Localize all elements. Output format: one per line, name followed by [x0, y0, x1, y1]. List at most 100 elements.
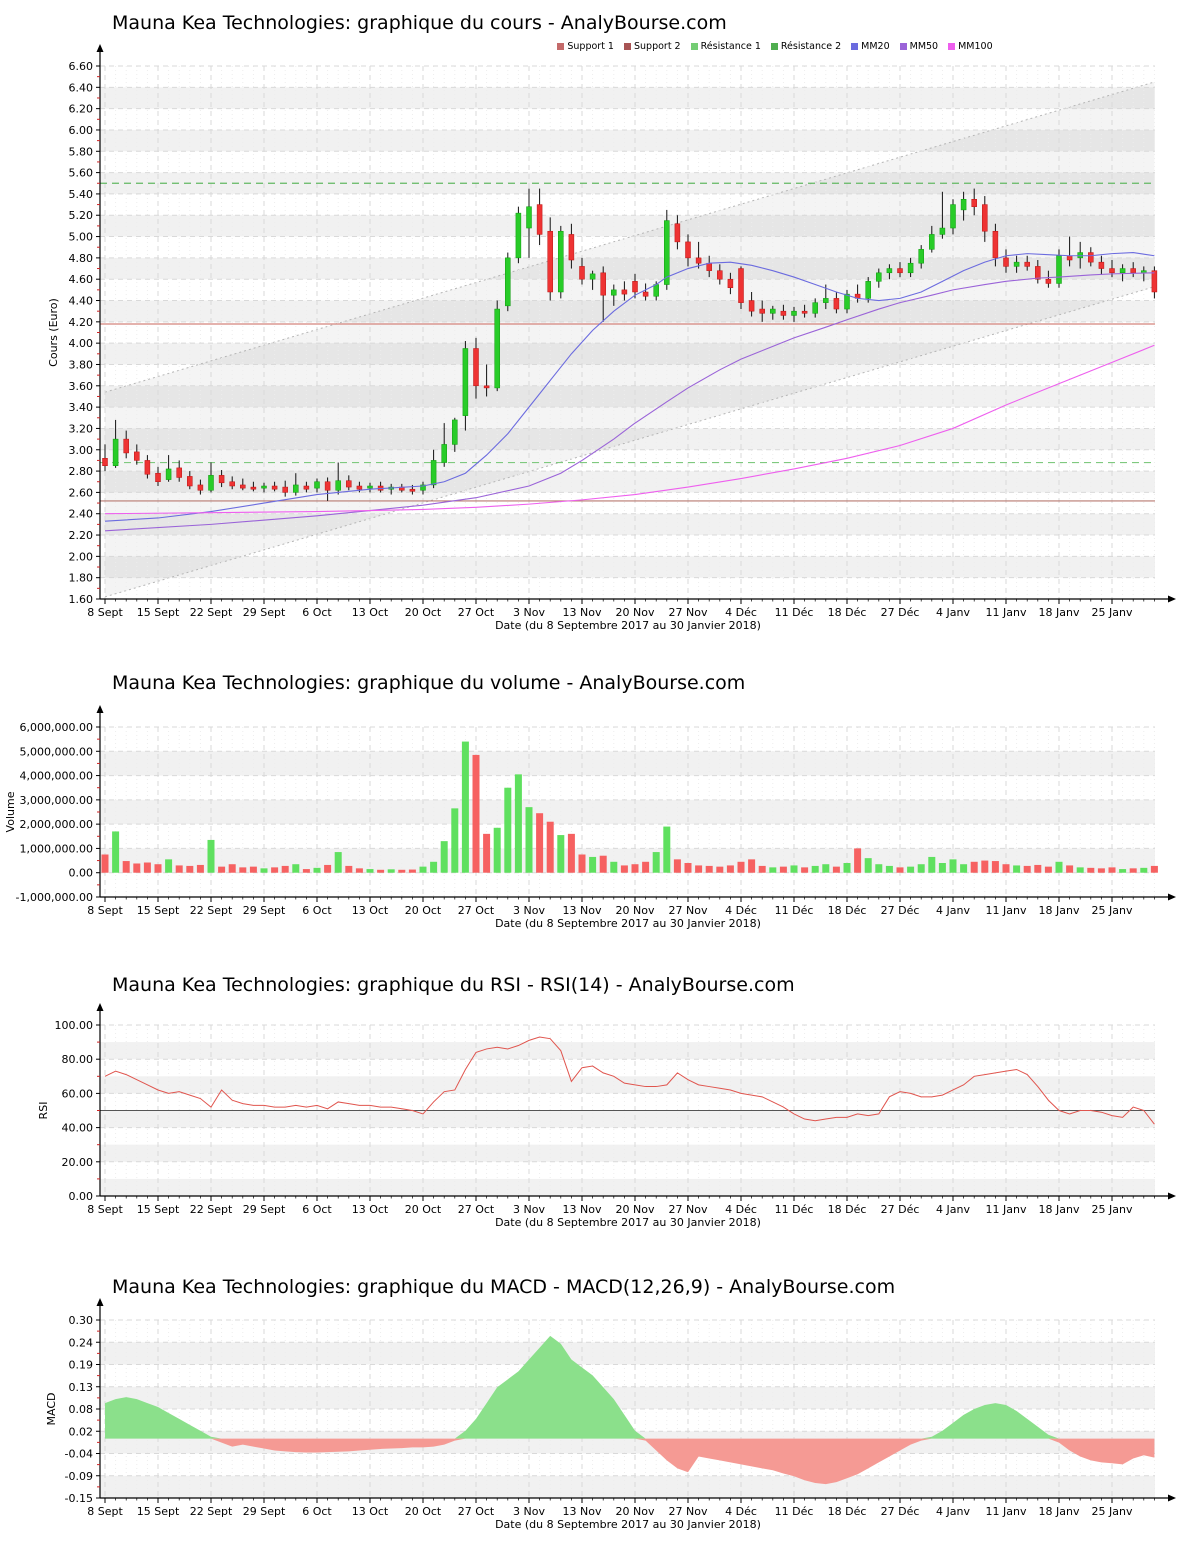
y-tick-label: 0.24 — [69, 1336, 94, 1349]
volume-bar — [334, 852, 342, 873]
x-tick-label: 20 Nov — [616, 606, 655, 619]
volume-bar — [822, 864, 830, 873]
x-tick-label: 6 Oct — [302, 1505, 332, 1518]
volume-bar — [514, 774, 522, 873]
volume-bar — [398, 869, 406, 873]
candle-body — [144, 460, 151, 475]
candle-body — [939, 227, 946, 235]
y-axis-title: MACD — [45, 1393, 58, 1426]
y-tick-label: -1,000,000.00 — [16, 891, 93, 904]
legend-label: Résistance 1 — [700, 41, 761, 52]
volume-bar — [355, 868, 363, 873]
volume-bar — [1066, 865, 1074, 873]
ma-line-mm100 — [104, 344, 1155, 515]
x-axis-title: Date (du 8 Septembre 2017 au 30 Janvier … — [495, 1518, 761, 1531]
legend-label: Résistance 2 — [780, 41, 842, 52]
x-tick-label: 15 Sept — [137, 904, 180, 917]
candle-body — [187, 476, 193, 487]
y-tick-label: 3.80 — [69, 358, 94, 371]
grid-band — [100, 1042, 1155, 1060]
y-tick-label: 0.02 — [69, 1425, 94, 1438]
x-tick-label: 29 Sept — [243, 1505, 286, 1518]
y-tick-label: 5.20 — [69, 209, 94, 222]
candle-body — [685, 241, 691, 259]
x-tick-label: 4 Janv — [936, 904, 970, 917]
volume-chart-title: Mauna Kea Technologies: graphique du vol… — [112, 672, 746, 694]
y-tick-label: 80.00 — [62, 1053, 94, 1066]
grid-band — [100, 87, 1155, 109]
y-tick-label: 6.60 — [69, 60, 94, 73]
candle-body — [293, 484, 299, 493]
y-tick-label: 4.60 — [69, 273, 94, 286]
candle-body — [600, 272, 606, 296]
volume-bar — [292, 864, 300, 873]
x-tick-label: 18 Déc — [828, 1505, 867, 1518]
y-tick-label: 3.60 — [69, 380, 94, 393]
grid-band — [100, 385, 1155, 408]
candle-body — [589, 273, 596, 280]
y-axis-title: RSI — [37, 1102, 50, 1120]
x-tick-label: 27 Déc — [881, 1505, 920, 1518]
volume-bar — [991, 861, 999, 873]
volume-bar — [196, 864, 204, 873]
candle-body — [695, 257, 702, 264]
legend-label: MM20 — [861, 41, 890, 52]
volume-bar — [960, 864, 968, 873]
candle-body — [1035, 266, 1041, 280]
volume-bars — [101, 741, 1158, 873]
candle-body — [356, 485, 363, 490]
y-tick-label: 0.19 — [69, 1359, 94, 1372]
grid-band — [100, 471, 1155, 493]
grid-band — [100, 343, 1155, 365]
x-tick-label: 27 Nov — [669, 1203, 708, 1216]
candle-body — [897, 268, 903, 274]
y-tick-label: -0.09 — [65, 1470, 93, 1483]
x-tick-label: 11 Déc — [775, 904, 814, 917]
volume-bar — [567, 833, 575, 873]
candle-body — [261, 485, 267, 489]
y-tick-label: 5.40 — [69, 188, 94, 201]
grid-band — [100, 1144, 1155, 1162]
candle-body — [462, 348, 469, 416]
candle-body — [918, 249, 924, 264]
x-axis-title: Date (du 8 Septembre 2017 au 30 Janvier … — [495, 619, 761, 632]
x-tick-label: 11 Janv — [986, 904, 1027, 917]
candle-body — [568, 234, 575, 261]
volume-bar — [483, 833, 491, 873]
volume-bar — [917, 864, 925, 873]
volume-bar — [228, 864, 236, 873]
x-tick-label: 13 Oct — [352, 1203, 389, 1216]
volume-bar — [536, 813, 544, 873]
x-tick-label: 20 Nov — [616, 1505, 655, 1518]
legend-swatch-icon — [623, 43, 631, 50]
volume-bar — [112, 831, 120, 873]
x-tick-label: 20 Oct — [405, 1203, 442, 1216]
legend-item-support-1: Support 1 — [557, 41, 614, 52]
volume-bar — [557, 835, 565, 873]
volume-bar — [610, 861, 618, 873]
candle-body — [1130, 268, 1136, 274]
legend-label: Support 1 — [567, 41, 614, 52]
y-tick-label: 4,000,000.00 — [20, 770, 93, 783]
candle-body — [165, 468, 172, 480]
volume-bar — [1087, 867, 1095, 873]
volume-bar — [430, 861, 438, 873]
legend-swatch-icon — [851, 43, 859, 50]
volume-bar — [1076, 867, 1084, 873]
x-tick-label: 27 Oct — [458, 1203, 495, 1216]
grid-band — [100, 215, 1155, 237]
volume-bar — [737, 861, 745, 873]
price-chart-title: Mauna Kea Technologies: graphique du cou… — [112, 12, 727, 34]
candle-body — [367, 485, 373, 489]
volume-bar — [642, 861, 650, 873]
x-tick-label: 18 Janv — [1039, 1203, 1080, 1216]
volume-bar — [419, 866, 427, 873]
candle-body — [1045, 278, 1052, 284]
volume-bar — [970, 861, 978, 873]
grid-band — [100, 428, 1155, 450]
y-axis-title: Volume — [4, 791, 17, 832]
volume-bar — [907, 866, 915, 873]
volume-bar — [504, 787, 512, 873]
candle-body — [314, 481, 320, 489]
x-tick-label: 11 Janv — [986, 1203, 1027, 1216]
